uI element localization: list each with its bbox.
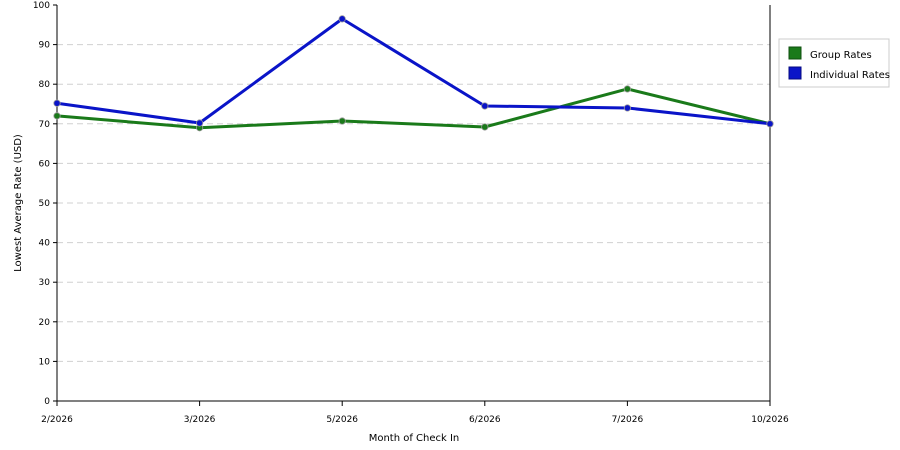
legend-swatch-individual-rates — [788, 66, 802, 80]
data-point-individual-rates-4 — [623, 104, 632, 112]
x-ticks: 2/2026 3/2026 5/2026 6/2026 7/2026 10/2026 — [41, 401, 789, 425]
data-point-individual-rates-2 — [338, 15, 346, 23]
legend: Group Rates Individual Rates — [778, 38, 890, 88]
y-tick-label: 40 — [39, 239, 51, 249]
y-tick-label: 0 — [44, 397, 50, 407]
y-axis-label: Lowest Average Rate (USD) — [13, 134, 24, 272]
y-tick-label: 10 — [39, 357, 51, 367]
x-tick-label: 10/2026 — [751, 415, 789, 425]
y-tick-label: 50 — [39, 199, 51, 209]
x-tick-label: 3/2026 — [184, 415, 216, 425]
y-tick-label: 60 — [39, 159, 51, 169]
y-tick-label: 70 — [39, 120, 51, 130]
y-tick-label: 90 — [39, 41, 51, 51]
x-tick-label: 2/2026 — [41, 415, 73, 425]
x-tick-label: 5/2026 — [326, 415, 358, 425]
data-point-group-rates-3 — [481, 123, 489, 131]
data-point-group-rates-4 — [623, 85, 632, 93]
data-point-individual-rates-5 — [766, 120, 774, 128]
y-tick-label: 80 — [39, 80, 51, 90]
y-tick-label: 20 — [39, 318, 51, 328]
series-line-individual-rates — [55, 17, 772, 126]
legend-label-group-rates: Group Rates — [810, 50, 872, 61]
y-tick-label: 30 — [39, 278, 51, 288]
x-tick-label: 6/2026 — [469, 415, 501, 425]
legend-label-individual-rates: Individual Rates — [810, 70, 890, 81]
series-line-group-rates — [55, 87, 772, 130]
x-tick-label: 7/2026 — [612, 415, 644, 425]
data-point-group-rates-2 — [338, 117, 346, 125]
x-axis-label: Month of Check In — [369, 433, 460, 444]
data-point-individual-rates-3 — [481, 102, 489, 110]
y-tick-label: 100 — [33, 1, 50, 11]
legend-swatch-group-rates — [788, 46, 802, 60]
series-lines — [53, 15, 774, 132]
grid-lines — [57, 44, 770, 362]
y-ticks: 0 10 20 30 40 50 60 70 80 90 100 — [33, 1, 57, 407]
data-point-individual-rates-0 — [53, 99, 61, 107]
data-point-individual-rates-1 — [196, 119, 204, 127]
data-point-group-rates-0 — [53, 112, 61, 120]
